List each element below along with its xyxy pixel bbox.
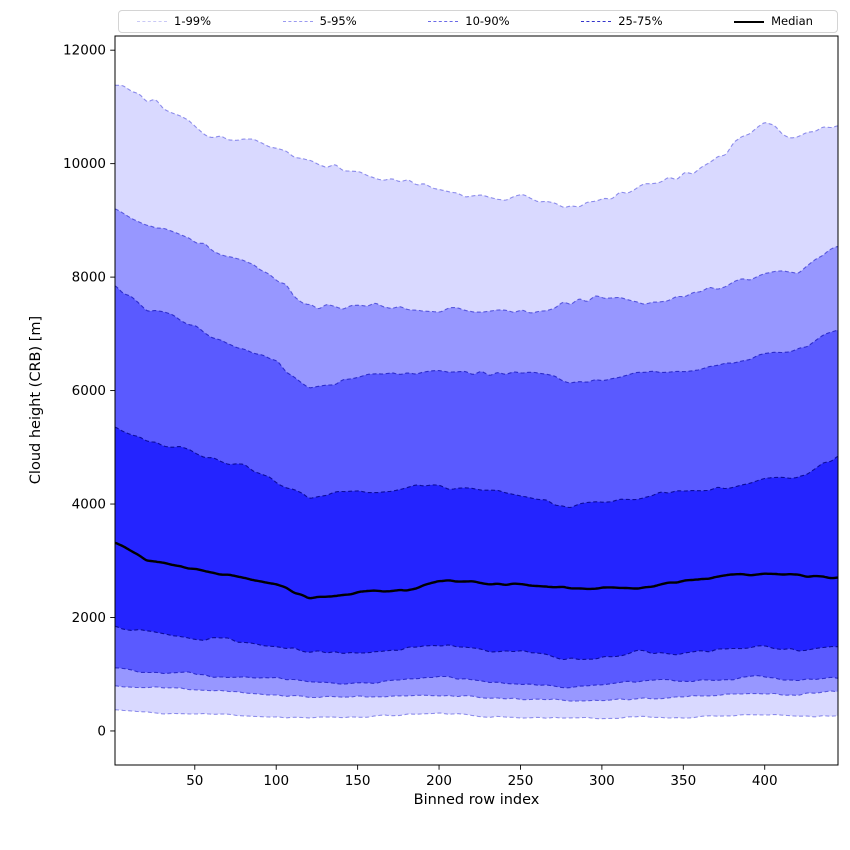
legend-line-sample xyxy=(734,20,765,23)
y-axis-label: Cloud height (CRB) [m] xyxy=(28,315,44,485)
y-tick-label: 0 xyxy=(97,723,106,739)
x-tick-label: 250 xyxy=(508,773,534,789)
y-ticks: 0 2000 4000 6000 8000 10000 12000 xyxy=(63,43,115,739)
band-edge-5-95%-upper xyxy=(115,208,838,314)
band-edge-1-99%-upper xyxy=(115,84,838,208)
x-tick-label: 150 xyxy=(345,773,371,789)
legend: 1-99% 5-95% 10-90% 25-75% Median xyxy=(118,10,838,33)
legend-item-25-75-: 25-75% xyxy=(581,13,663,28)
legend-line-sample xyxy=(581,21,612,22)
plot-area-marks xyxy=(115,84,838,720)
legend-label: Median xyxy=(771,13,813,28)
band-edge-5-95%-lower xyxy=(115,685,838,702)
legend-label: 10-90% xyxy=(465,13,510,28)
legend-line-sample xyxy=(137,21,167,22)
y-tick-label: 2000 xyxy=(72,610,106,626)
band-edge-10-90%-lower xyxy=(115,667,838,689)
legend-line-sample xyxy=(428,21,459,22)
x-tick-label: 300 xyxy=(589,773,615,789)
plot-border xyxy=(114,35,839,766)
x-tick-label: 100 xyxy=(263,773,289,789)
y-tick-label: 8000 xyxy=(72,270,106,286)
x-tick-label: 400 xyxy=(752,773,778,789)
legend-item-5-95-: 5-95% xyxy=(282,13,357,28)
x-ticks: 50 100 150 200 250 300 350 400 xyxy=(186,765,778,789)
x-tick-label: 350 xyxy=(670,773,696,789)
x-axis-label: Binned row index xyxy=(413,792,540,808)
band-edge-1-99%-lower xyxy=(115,709,838,720)
legend-item-10-90-: 10-90% xyxy=(428,13,510,28)
legend-label: 5-95% xyxy=(319,13,357,28)
y-tick-label: 10000 xyxy=(63,156,106,172)
legend-item-1-99-: 1-99% xyxy=(137,13,212,28)
band-25-75% xyxy=(115,427,838,660)
band-edge-25-75%-upper xyxy=(115,426,838,509)
legend-line-sample xyxy=(282,21,313,22)
legend-label: 25-75% xyxy=(618,13,663,28)
x-tick-label: 200 xyxy=(426,773,452,789)
y-tick-label: 4000 xyxy=(72,497,106,513)
median-line xyxy=(115,541,838,600)
x-tick-label: 50 xyxy=(186,773,203,789)
y-tick-label: 12000 xyxy=(63,43,106,59)
y-tick-label: 6000 xyxy=(72,383,106,399)
band-edge-10-90%-upper xyxy=(115,285,838,389)
legend-item-median: Median xyxy=(734,13,813,28)
legend-label: 1-99% xyxy=(174,13,212,28)
